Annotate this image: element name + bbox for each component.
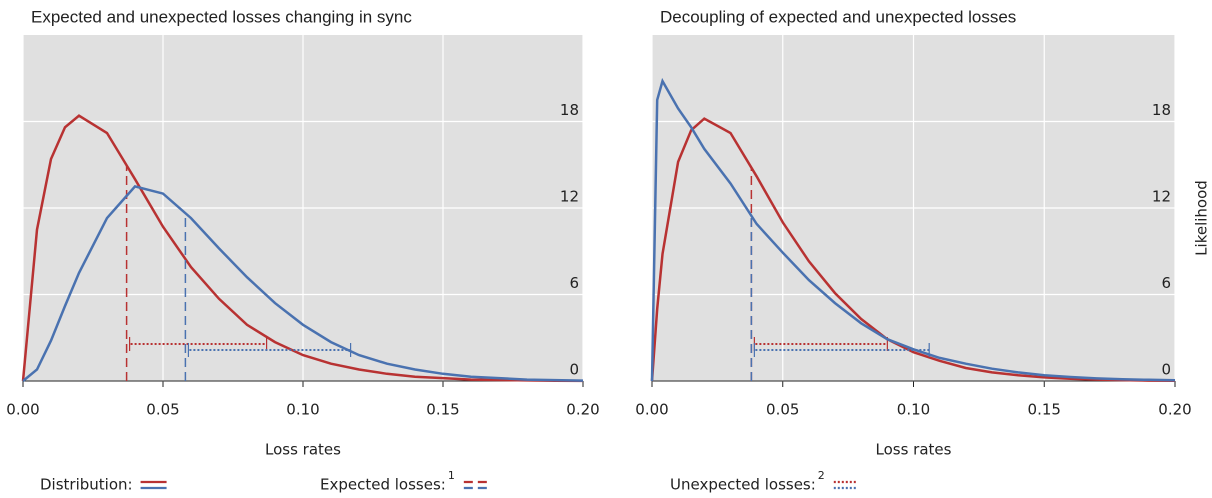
y-tick-label: 12 [1152, 188, 1171, 206]
y-tick-label: 18 [560, 101, 579, 119]
x-tick-label: 0.15 [426, 401, 459, 419]
legend-item: Expected losses: 1 [320, 469, 490, 494]
y-tick-label: 6 [1161, 274, 1171, 292]
chart-title: Expected and unexpected losses changing … [31, 7, 412, 26]
y-tick-label: 0 [1161, 361, 1171, 379]
x-axis-label: Loss rates [876, 441, 952, 459]
legend-note: 2 [818, 469, 825, 482]
legend-item: Unexpected losses: 2 [670, 469, 858, 494]
x-tick-label: 0.10 [286, 401, 319, 419]
x-tick-label: 0.00 [6, 401, 39, 419]
x-tick-label: 0.00 [635, 401, 668, 419]
legend-note: 1 [448, 469, 455, 482]
line-series [650, 77, 1176, 382]
line-series [22, 184, 584, 382]
legend-label: Distribution: [40, 476, 133, 494]
chart-title: Decoupling of expected and unexpected lo… [660, 7, 1016, 26]
x-tick-label: 0.20 [1158, 401, 1191, 419]
y-axis-label: Likelihood [1193, 180, 1211, 256]
legend-item: Distribution: [40, 476, 167, 494]
line-series [21, 114, 584, 383]
x-axis-label: Loss rates [265, 441, 341, 459]
x-tick-label: 0.05 [146, 401, 179, 419]
x-tick-label: 0.20 [566, 401, 599, 419]
y-tick-label: 18 [1152, 101, 1171, 119]
line-series [650, 117, 1176, 382]
legend-label: Unexpected losses: [670, 476, 816, 494]
x-tick-label: 0.15 [1028, 401, 1061, 419]
x-tick-label: 0.10 [897, 401, 930, 419]
y-tick-label: 0 [569, 361, 579, 379]
y-tick-label: 12 [560, 188, 579, 206]
x-tick-label: 0.05 [766, 401, 799, 419]
y-tick-label: 6 [569, 274, 579, 292]
legend-label: Expected losses: [320, 476, 446, 494]
